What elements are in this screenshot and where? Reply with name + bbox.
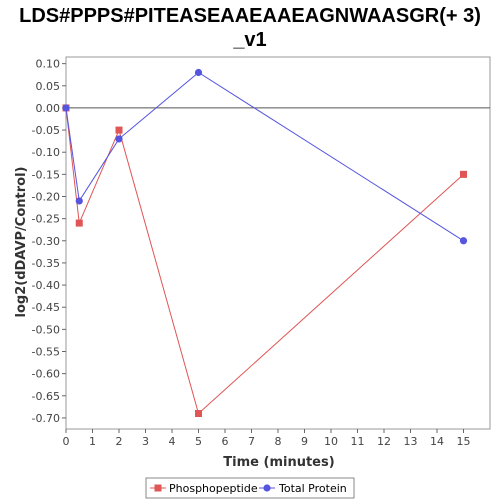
- x-axis: 0 1 2 3 4 5 6 7 8 9 10 11 12 13 14 15: [63, 429, 471, 448]
- x-tick-label: 4: [169, 435, 176, 448]
- data-point-total-protein: [115, 135, 123, 143]
- plot-area: [65, 56, 491, 430]
- x-tick-label: 15: [457, 435, 471, 448]
- x-tick-label: 2: [116, 435, 123, 448]
- y-tick-label: -0.40: [32, 279, 60, 292]
- y-tick-label: -0.50: [32, 323, 60, 336]
- chart-title-line-2: _v1: [232, 29, 266, 51]
- x-tick-label: 10: [324, 435, 338, 448]
- data-point-phosphopeptide: [75, 219, 83, 227]
- legend-box: [145, 477, 355, 499]
- x-tick-label: 8: [275, 435, 282, 448]
- y-tick-label: -0.65: [32, 390, 60, 403]
- x-tick-label: 9: [301, 435, 308, 448]
- y-tick-label: -0.30: [32, 235, 60, 248]
- y-axis-label: log2(dDAVP/Control): [14, 167, 29, 318]
- x-tick-label: 5: [195, 435, 202, 448]
- y-tick-label: -0.35: [32, 257, 60, 270]
- data-point-total-protein: [75, 197, 83, 205]
- y-tick-label: 0.10: [36, 58, 61, 71]
- data-point-phosphopeptide: [115, 126, 123, 134]
- chart-title-line-1: LDS#PPPS#PITEASEAAEAAEAGNWAASGR(+ 3): [19, 5, 481, 27]
- x-tick-label: 7: [248, 435, 255, 448]
- x-tick-label: 6: [222, 435, 229, 448]
- y-tick-label: -0.15: [32, 168, 60, 181]
- y-tick-label: -0.55: [32, 346, 60, 359]
- data-point-phosphopeptide: [195, 410, 202, 417]
- x-tick-label: 3: [142, 435, 149, 448]
- y-tick-label: -0.60: [32, 368, 60, 381]
- x-tick-label: 0: [63, 435, 70, 448]
- x-tick-label: 11: [351, 435, 365, 448]
- data-point-total-protein: [62, 104, 70, 112]
- y-tick-label: 0.05: [36, 80, 61, 93]
- x-tick-label: 12: [377, 435, 391, 448]
- x-axis-label: Time (minutes): [223, 455, 334, 470]
- data-point-total-protein: [459, 237, 468, 245]
- y-axis: 0.10 0.05 0.00 -0.05 -0.10 -0.15 -0.20 -0.25 -0.…: [32, 58, 66, 425]
- legend-label-phosphopeptide: Phosphopeptide: [169, 482, 258, 495]
- legend-label-total-protein: Total Protein: [278, 482, 347, 495]
- x-tick-label: 13: [404, 435, 418, 448]
- x-tick-label: 14: [430, 435, 444, 448]
- legend-marker-total-protein: [263, 484, 271, 492]
- legend: Phosphopeptide Total Protein: [145, 477, 355, 499]
- legend-marker-phosphopeptide: [154, 484, 162, 492]
- y-tick-label: -0.25: [32, 213, 60, 226]
- series-layer: [62, 68, 468, 417]
- y-tick-label: -0.05: [32, 124, 60, 137]
- data-point-phosphopeptide: [460, 170, 467, 178]
- y-tick-label: -0.45: [32, 301, 60, 314]
- y-tick-label: -0.10: [32, 146, 60, 159]
- x-tick-label: 1: [89, 435, 96, 448]
- y-tick-label: -0.70: [32, 412, 60, 425]
- data-point-total-protein: [194, 68, 203, 77]
- y-tick-label: 0.00: [36, 102, 61, 115]
- y-tick-label: -0.20: [32, 191, 60, 204]
